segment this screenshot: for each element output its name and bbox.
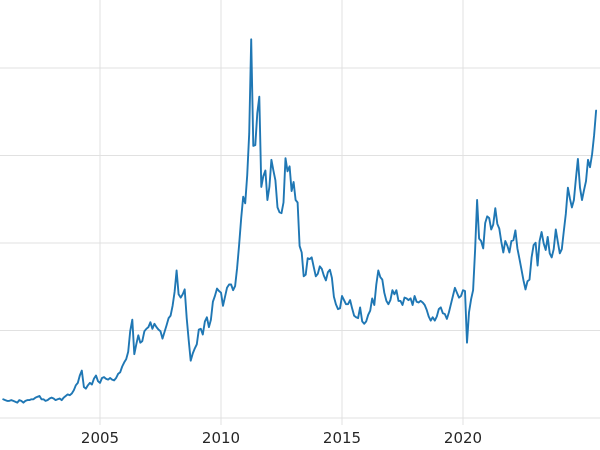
price-series-line — [2, 38, 598, 404]
x-tick-label: 2010 — [202, 429, 240, 447]
x-axis-tick-labels: 2005 2010 2015 2020 — [81, 429, 482, 447]
x-tick-label: 2015 — [323, 429, 361, 447]
x-tick-label: 2020 — [444, 429, 482, 447]
gridlines — [0, 0, 600, 425]
x-tick-label: 2005 — [81, 429, 119, 447]
